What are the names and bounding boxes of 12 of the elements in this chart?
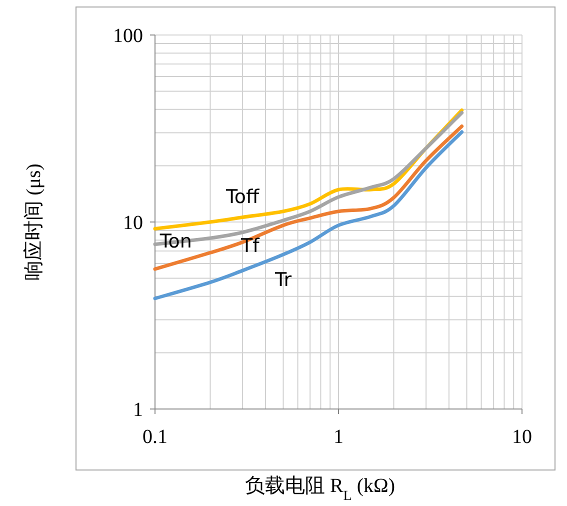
x-axis-title: 负载电阻 R$_{L}$ (kΩ) (244, 475, 396, 504)
series-label: Toff (225, 186, 260, 208)
x-tick-label: 0.1 (142, 426, 168, 448)
series-label: Tf (240, 235, 261, 258)
x-tick-label: 10 (512, 426, 532, 448)
y-axis-title: 响应时间 (μs) (23, 164, 45, 280)
y-tick-label: 1 (133, 399, 143, 421)
y-tick-label: 100 (113, 25, 143, 47)
y-tick-label: 10 (123, 212, 143, 234)
series-label: Tr (274, 268, 292, 291)
x-tick-label: 1 (334, 426, 344, 448)
series-label: Ton (158, 230, 192, 253)
